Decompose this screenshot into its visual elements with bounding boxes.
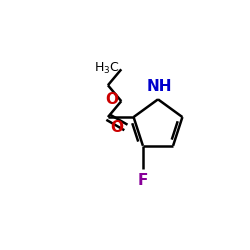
Text: F: F — [138, 174, 148, 188]
Text: O: O — [105, 92, 118, 108]
Text: H$_3$C: H$_3$C — [94, 60, 119, 76]
Text: O: O — [110, 120, 123, 135]
Text: NH: NH — [146, 79, 172, 94]
